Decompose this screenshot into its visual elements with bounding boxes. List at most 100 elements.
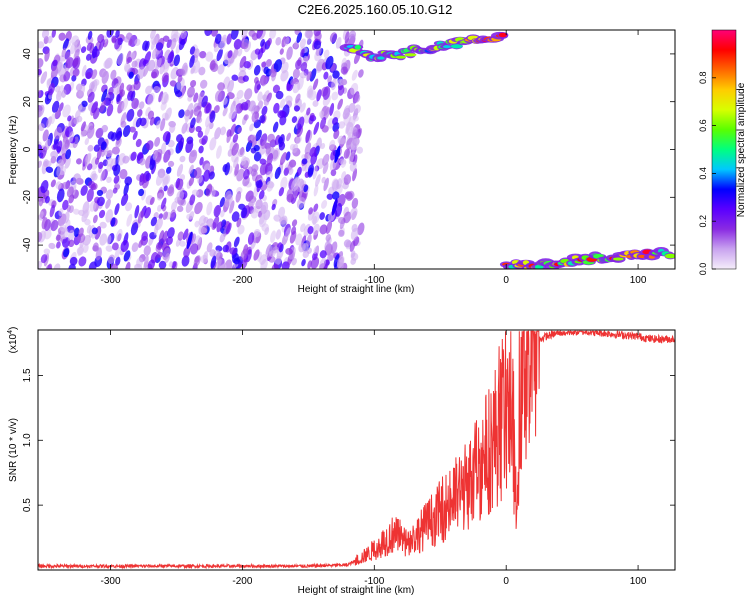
spectrogram-cell <box>66 186 74 198</box>
spectrogram-cell <box>217 259 226 269</box>
spectrogram-cell <box>277 110 286 119</box>
spectrogram-cell <box>209 110 216 123</box>
spectrogram-cell <box>216 221 223 233</box>
spectrogram-cell <box>343 239 352 248</box>
spectrogram-cell <box>189 55 195 68</box>
spectrogram-cell <box>170 200 178 211</box>
spectrogram-cell <box>203 169 211 182</box>
snr-y-scale-note: (x104) <box>7 327 19 354</box>
spectrogram-cell <box>58 55 67 62</box>
spectrogram-cell <box>84 153 91 167</box>
spectrogram-cell <box>73 57 79 67</box>
spectrogram-cell <box>291 116 298 123</box>
snr-x-tick-label: 100 <box>630 576 647 587</box>
spectrogram-cell <box>334 145 341 163</box>
spectrogram-cell <box>273 102 280 114</box>
spectrogram-cell <box>87 30 93 40</box>
spectrogram-cell <box>199 50 207 59</box>
spectrogram-cell <box>91 173 98 181</box>
spectrogram-cell <box>224 162 231 176</box>
spectrogram-cell <box>116 93 121 103</box>
spectrogram-cell <box>113 83 119 95</box>
spectrogram-cell <box>115 30 120 38</box>
spectrogram-cell <box>65 149 72 160</box>
spectrogram-cell <box>265 59 272 67</box>
spectrogram-cell <box>91 182 98 191</box>
spectrogram-cell <box>157 204 162 212</box>
colorbar-tick-label: 0.4 <box>698 167 708 180</box>
spectrogram-cell <box>354 93 361 103</box>
spectrogram-cell <box>352 168 358 182</box>
spectrogram-cell <box>312 166 318 180</box>
spectrogram-cell <box>161 91 169 105</box>
spectrogram-cell <box>38 231 43 243</box>
spectrogram-cell <box>357 222 365 236</box>
spectrogram-cell <box>198 145 204 154</box>
spectrogram-cell <box>275 36 282 46</box>
spectrogram-cell <box>354 44 362 50</box>
spectrogram-cell <box>292 68 300 79</box>
spectrogram-cell <box>167 51 175 64</box>
spectrogram-cell <box>131 60 138 68</box>
spectrogram-cell <box>229 200 235 214</box>
spectrogram-cell <box>56 162 64 177</box>
spectrogram-cell <box>338 229 345 237</box>
snr-y-label: SNR (10 * v/v) <box>8 418 19 482</box>
spectrogram-cell <box>286 46 293 60</box>
spectrogram-cell <box>331 78 337 91</box>
spectrogram-cell <box>106 234 112 245</box>
spectrogram-cell <box>95 127 104 139</box>
spectrogram-cell <box>324 240 330 251</box>
spectrogram-cell <box>311 211 320 225</box>
spectrogram-cell <box>331 179 340 192</box>
spectrogram-cell <box>188 164 194 175</box>
spectrogram-cell <box>103 59 112 69</box>
spectrogram-cell <box>333 129 340 140</box>
spectrogram-cell <box>46 116 53 128</box>
spectrogram-cell <box>78 227 84 238</box>
spectrogram-cell <box>328 249 335 262</box>
spectrogram-cell <box>345 192 353 201</box>
spectrogram-cell <box>74 109 81 120</box>
spectrogram-cell <box>106 157 114 167</box>
spectrogram-cell <box>113 175 120 184</box>
spectrogram-cell <box>56 188 65 203</box>
spectrogram-cell <box>190 117 196 129</box>
spectrogram-cell <box>55 234 61 241</box>
spectrogram-cell <box>61 89 67 98</box>
spectrogram-cell <box>237 126 242 134</box>
spectrogram-cell <box>214 90 222 102</box>
spectrogram-cell <box>188 176 195 187</box>
spectrogram-cell <box>176 163 184 177</box>
spectrogram-cell <box>115 228 123 242</box>
spectrogram-cell <box>267 133 275 143</box>
spectrogram-cell <box>312 100 319 107</box>
spectrogram-cell <box>150 216 158 227</box>
spectrogram-cell <box>80 46 87 54</box>
spectrogram-cell <box>52 59 58 67</box>
spectrogram-cell <box>173 31 181 39</box>
spectrogram-cell <box>295 233 303 246</box>
spectrogram-cell <box>101 88 108 102</box>
spectrogram-cell <box>278 187 285 197</box>
spectrogram-cell <box>255 129 262 142</box>
spectrogram-cell <box>296 197 306 209</box>
spectrogram-cell <box>312 78 319 90</box>
spectrogram-cell <box>141 231 148 241</box>
spectrogram-cell <box>247 100 256 112</box>
spectrogram-cell <box>168 261 173 268</box>
spectrogram-cell <box>81 100 88 107</box>
spectrogram-cell <box>44 160 52 167</box>
spectrogram-cell <box>105 189 114 200</box>
spectrogram-cell <box>255 180 263 188</box>
spectrogram-cell <box>188 149 198 164</box>
spectrogram-cell <box>133 80 141 91</box>
spectrogram-cell <box>199 79 208 89</box>
spectrogram-cell <box>195 116 203 124</box>
snr-y-tick-label: 1.0 <box>22 433 33 447</box>
spectrogram-cell <box>186 213 193 220</box>
spectrogram-cell <box>177 231 184 241</box>
spectrogram-cell <box>275 229 282 240</box>
spectrogram-cell <box>245 140 253 152</box>
